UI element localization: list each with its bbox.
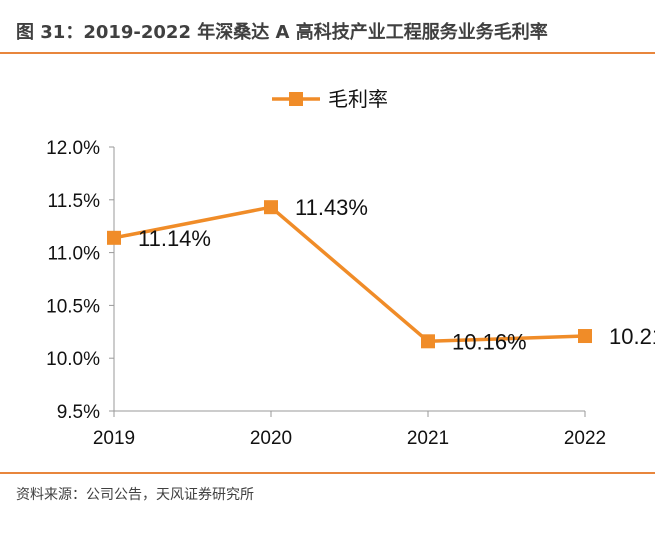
data-point-marker [264,200,278,215]
y-tick-label: 10.0% [46,349,100,370]
y-axis: 9.5% 10.0% 10.5% 11.0% 11.5% 12.0% [46,138,115,423]
x-axis: 2019 2020 2021 2022 [93,410,606,449]
legend: 毛利率 [272,87,388,111]
y-tick-label: 9.5% [57,402,100,423]
series-gross-margin: 11.14% 11.43% 10.16% 10.21% [107,195,655,354]
series-line [113,205,586,344]
source-note: 资料来源：公司公告，天风证券研究所 [16,487,254,503]
data-point-marker [107,230,121,245]
figure-title: 图 31：2019-2022 年深桑达 A 高科技产业工程服务业务毛利率 [16,22,548,43]
x-tick-label: 2019 [93,428,135,449]
y-tick-label: 11.0% [48,244,101,265]
line-chart: 9.5%10.0%10.5%11.0%11.5%12.0% 2019 2020 20… [46,87,655,449]
x-tick-label: 2020 [250,428,292,449]
data-point-marker [578,329,592,344]
title-divider [0,52,655,54]
legend-label: 毛利率 [328,87,388,111]
x-tick-label: 2022 [564,428,606,449]
x-tick-label: 2021 [407,428,449,449]
y-tick-label: 12.0% [46,138,100,159]
data-label: 10.21% [609,324,655,349]
y-tick-label: 10.5% [46,296,100,317]
source-divider [0,472,655,474]
y-tick-label: 11.5% [48,191,101,212]
data-label: 11.43% [295,195,368,220]
data-label: 10.16% [452,329,527,354]
legend-marker [289,92,303,106]
data-point-marker [421,334,435,349]
data-label: 11.14% [138,226,211,251]
